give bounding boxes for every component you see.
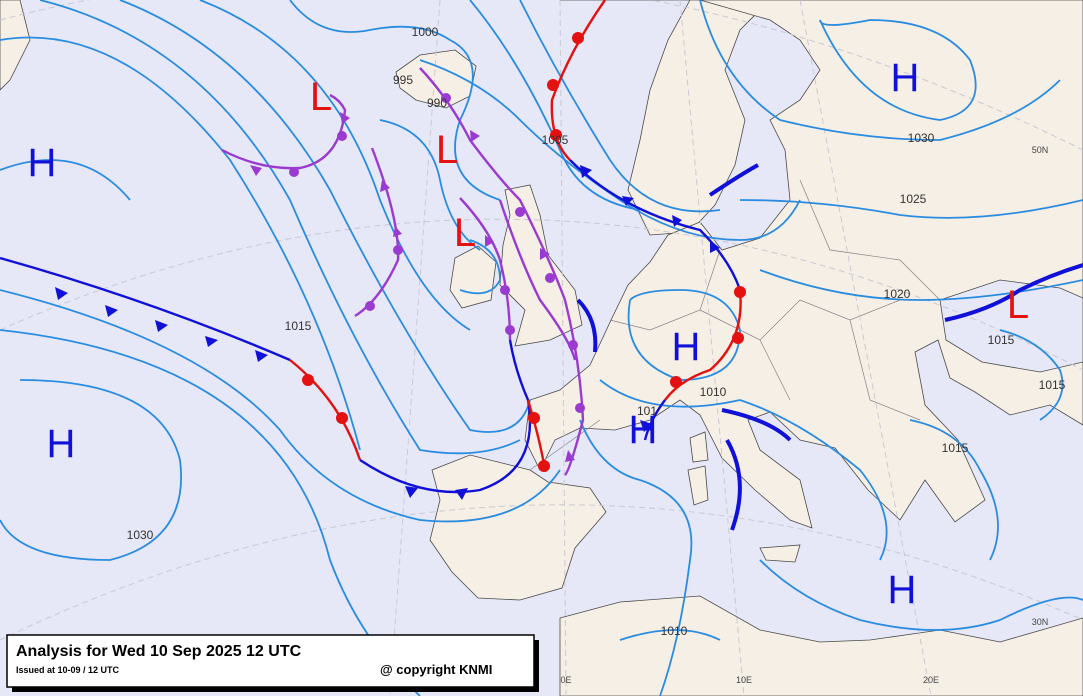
isobar-label: 1010 bbox=[661, 624, 688, 638]
pressure-center: L bbox=[436, 128, 458, 172]
issued: Issued at 10-09 / 12 UTC bbox=[16, 665, 120, 675]
isobar-label: 1030 bbox=[127, 528, 154, 542]
graticule-label: 20E bbox=[923, 675, 939, 685]
fronts bbox=[0, 0, 1083, 531]
pressure-center: L bbox=[310, 75, 332, 119]
isobar-label: 1015 bbox=[1039, 378, 1066, 392]
isobar-label: 995 bbox=[393, 73, 413, 87]
copyright: @ copyright KNMI bbox=[380, 662, 492, 677]
isobar-label: 1015 bbox=[942, 441, 969, 455]
isobar-label: 1015 bbox=[285, 319, 312, 333]
isobar-label: 1020 bbox=[884, 287, 911, 301]
graticule-label: 0E bbox=[560, 675, 571, 685]
pressure-center: H bbox=[888, 568, 917, 612]
isobar-label: 1005 bbox=[542, 133, 569, 147]
title: Analysis for Wed 10 Sep 2025 12 UTC bbox=[16, 643, 302, 660]
pressure-center: L bbox=[454, 211, 476, 255]
graticule-label: 10E bbox=[736, 675, 752, 685]
isobar-label: 1025 bbox=[900, 192, 927, 206]
pressure-center: H bbox=[47, 422, 76, 466]
graticule-label: 30N bbox=[1032, 617, 1049, 627]
pressure-center: L bbox=[1007, 283, 1029, 327]
graticule-label: 50N bbox=[1032, 145, 1049, 155]
isobar-label: 1000 bbox=[412, 25, 439, 39]
pressure-center: H bbox=[28, 141, 57, 185]
isobar-label: 1015 bbox=[988, 333, 1015, 347]
pressure-center: H bbox=[672, 325, 701, 369]
title-box bbox=[6, 634, 535, 688]
isobar-label: 1030 bbox=[908, 131, 935, 145]
isobar-label: 1010 bbox=[700, 385, 727, 399]
pressure-center: H bbox=[891, 56, 920, 100]
isobar-label: 101 bbox=[637, 404, 657, 418]
isobar-label: 990 bbox=[427, 96, 447, 110]
pressure-center: H bbox=[629, 408, 658, 452]
